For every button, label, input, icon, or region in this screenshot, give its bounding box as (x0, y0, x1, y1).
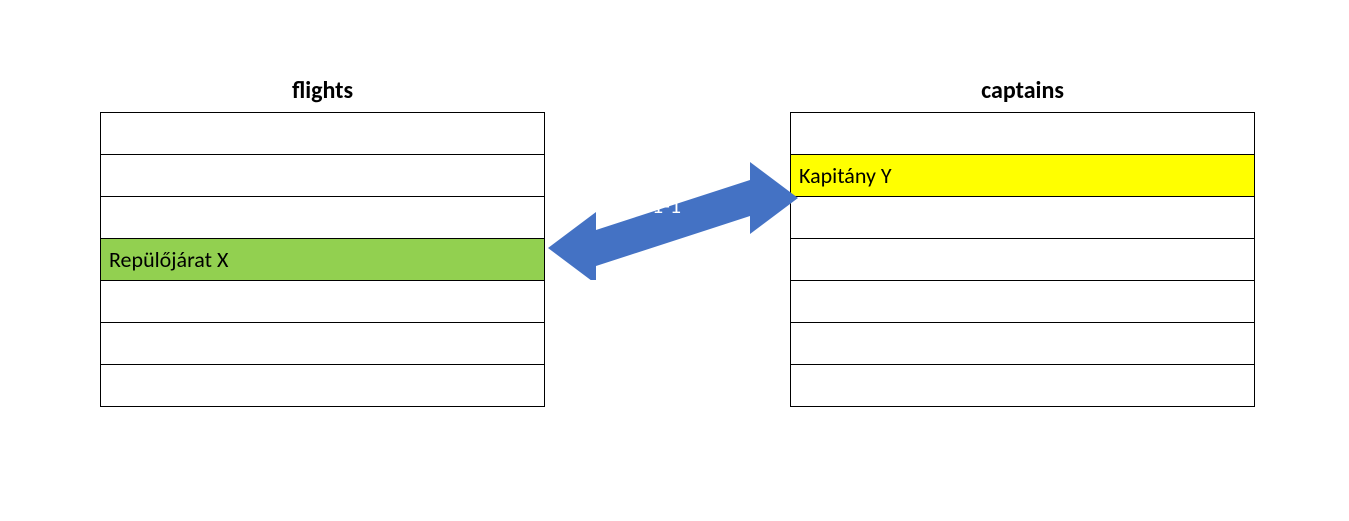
flights-cell-0 (101, 113, 545, 155)
captains-table: Kapitány Y (790, 112, 1255, 407)
table-row: Repülőjárat X (101, 239, 545, 281)
relationship-label: 1-1 (652, 192, 681, 219)
table-row (791, 323, 1255, 365)
flights-cell-3: Repülőjárat X (101, 239, 545, 281)
captains-cell-1: Kapitány Y (791, 155, 1255, 197)
table-row (101, 323, 545, 365)
table-row (101, 155, 545, 197)
captains-cell-0 (791, 113, 1255, 155)
table-row (791, 113, 1255, 155)
captains-table-body: Kapitány Y (791, 113, 1255, 407)
captains-cell-2 (791, 197, 1255, 239)
arrow-shape (548, 162, 798, 280)
captains-cell-4 (791, 281, 1255, 323)
table-row: Kapitány Y (791, 155, 1255, 197)
captains-cell-3 (791, 239, 1255, 281)
table-row (791, 197, 1255, 239)
table-row (101, 197, 545, 239)
table-row (791, 281, 1255, 323)
table-row (101, 281, 545, 323)
flights-cell-1 (101, 155, 545, 197)
flights-cell-5 (101, 323, 545, 365)
table-row (101, 365, 545, 407)
flights-cell-4 (101, 281, 545, 323)
captains-cell-5 (791, 323, 1255, 365)
flights-table: Repülőjárat X (100, 112, 545, 407)
flights-cell-6 (101, 365, 545, 407)
table-row (101, 113, 545, 155)
flights-table-body: Repülőjárat X (101, 113, 545, 407)
left-table-title: flights (100, 76, 545, 105)
table-row (791, 365, 1255, 407)
table-row (791, 239, 1255, 281)
flights-cell-2 (101, 197, 545, 239)
right-table-title: captains (790, 76, 1255, 105)
captains-cell-6 (791, 365, 1255, 407)
